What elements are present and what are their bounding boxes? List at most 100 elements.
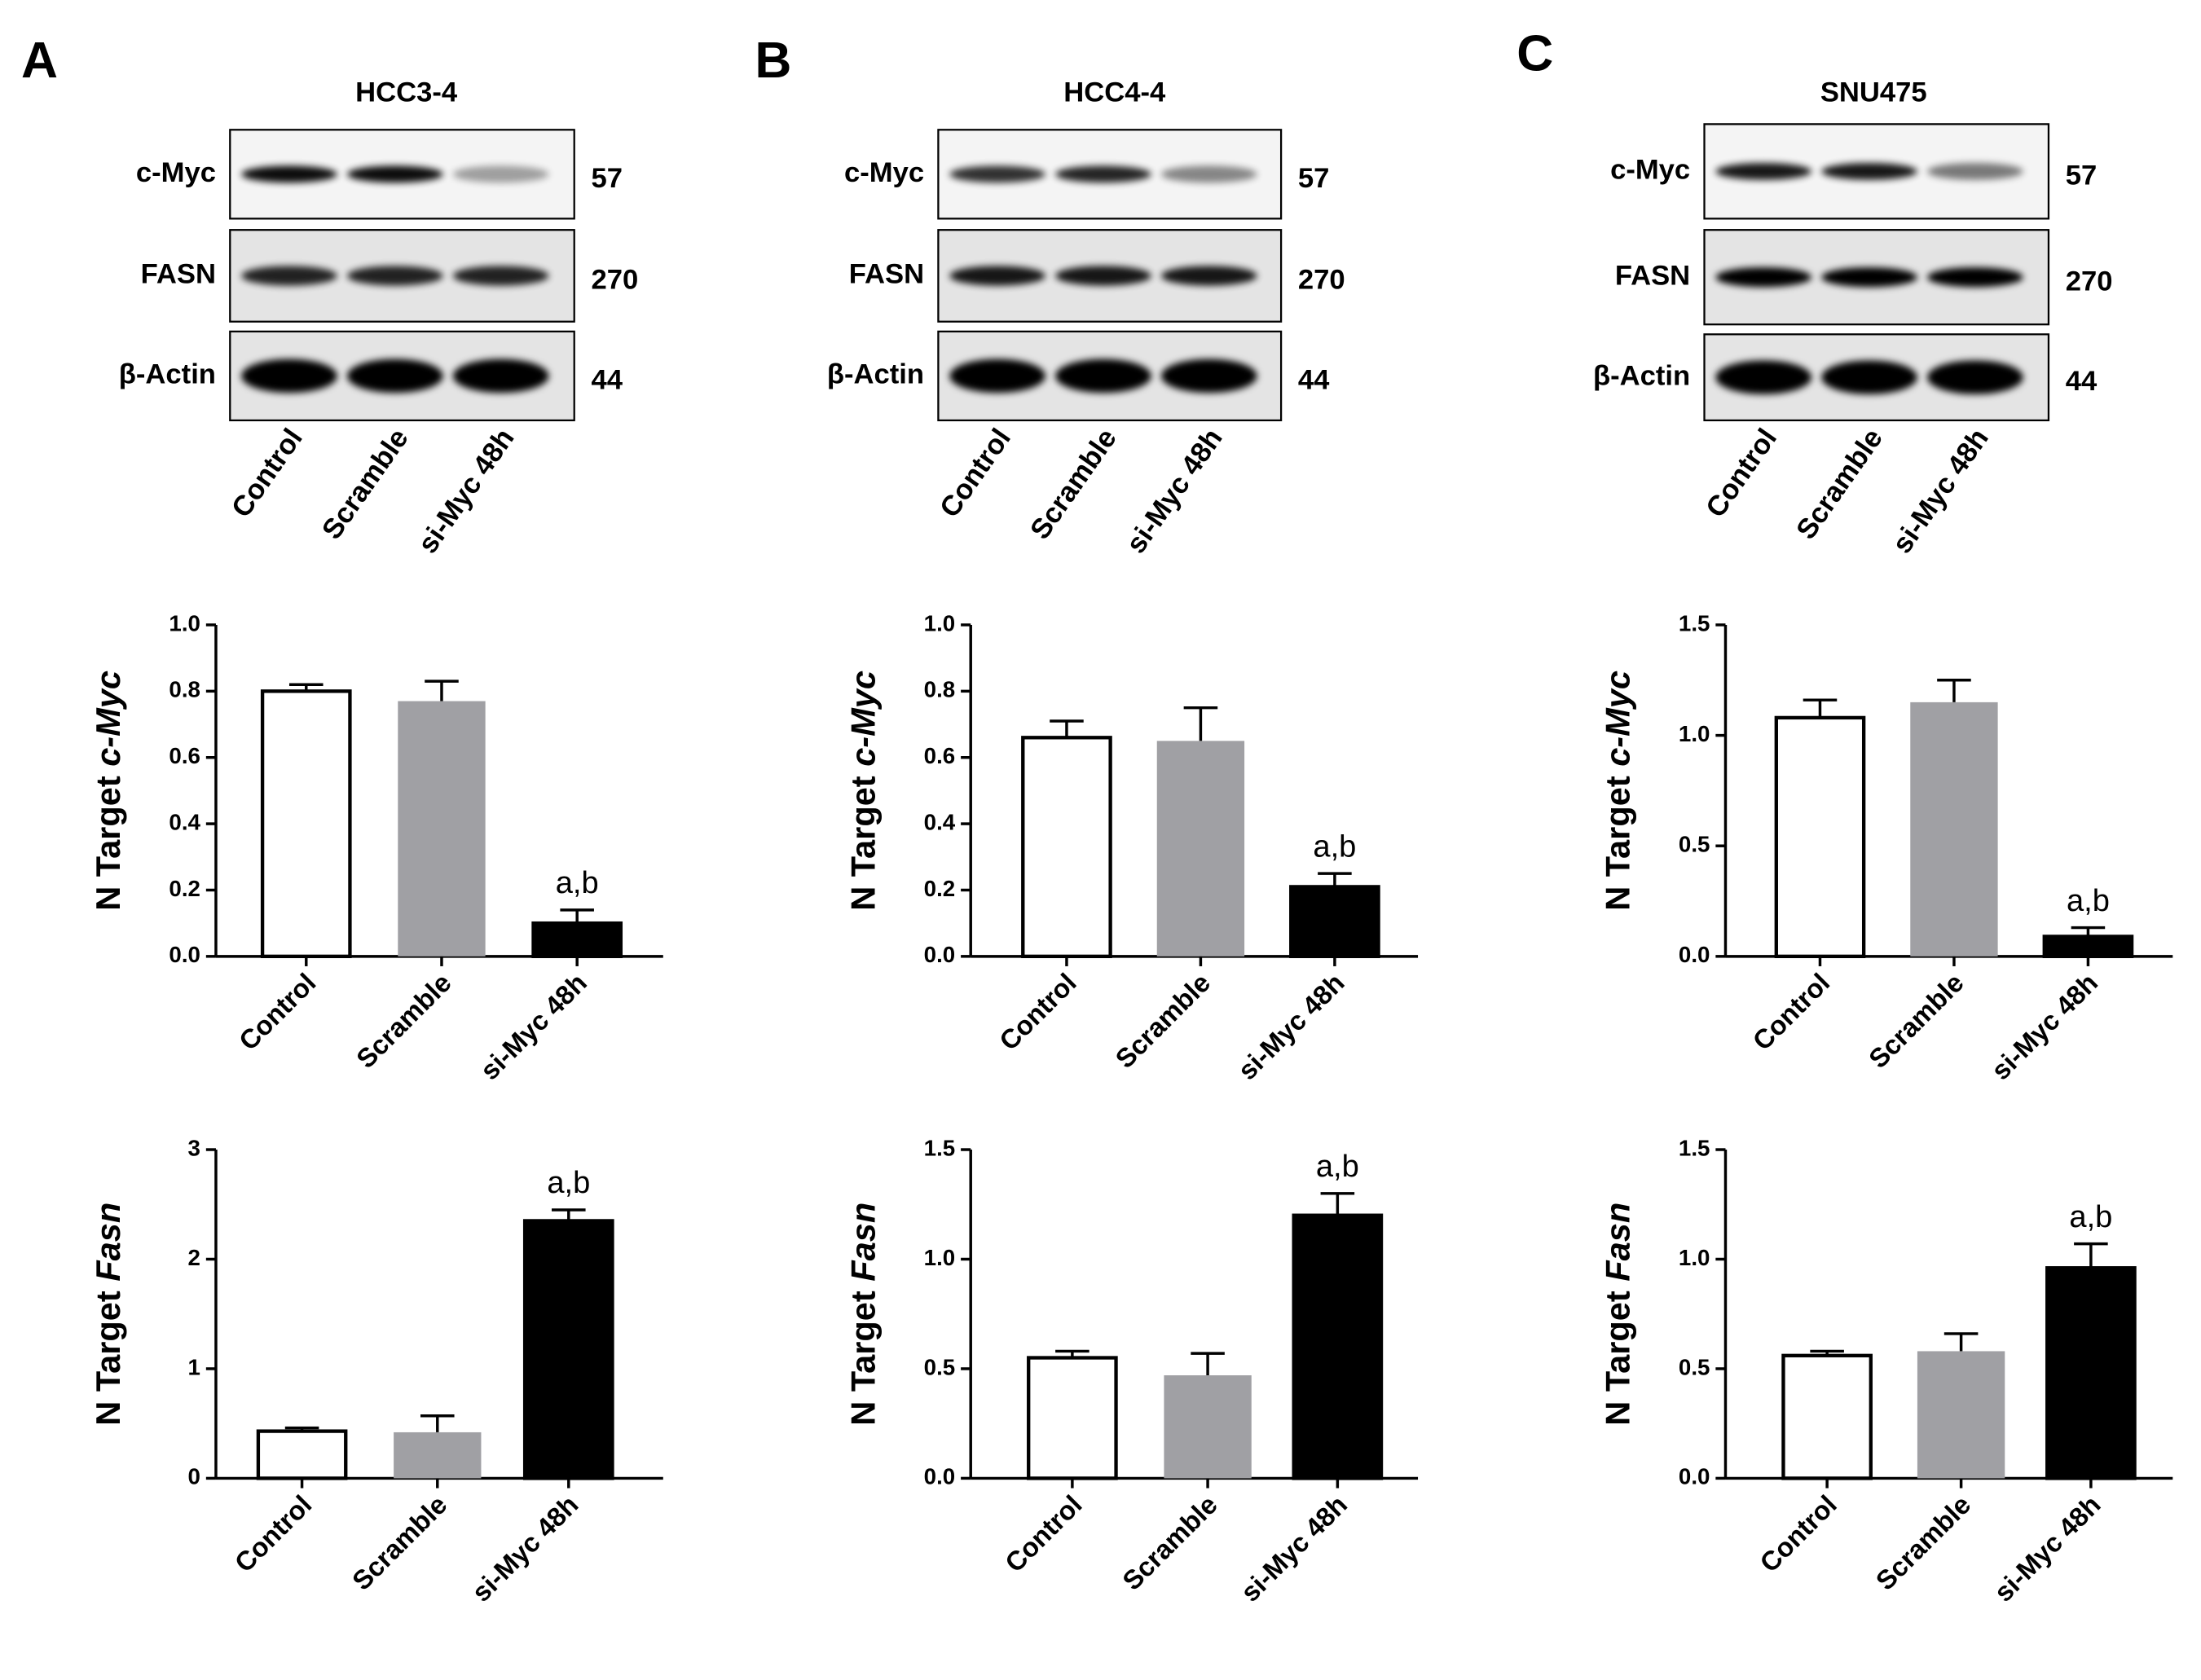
x-tick-label: si-Myc 48h [1988, 1489, 2106, 1607]
blot-band [346, 266, 443, 286]
blot-row-label: β-Actin [827, 359, 924, 390]
y-axis-label-gene: Fasn [843, 1203, 882, 1282]
y-tick-label: 0.4 [924, 809, 956, 834]
y-tick-label: 1.0 [1679, 1245, 1710, 1270]
blot-kda: 44 [591, 364, 623, 395]
x-tick-label: si-Myc 48h [1985, 967, 2103, 1085]
blot-band [1055, 358, 1151, 394]
y-axis-label-gene: Fasn [89, 1203, 127, 1282]
y-axis-label-gene: c-Myc [843, 671, 882, 767]
blot-band [1715, 360, 1812, 394]
blot-band [1821, 162, 1917, 180]
y-tick-label: 0.2 [924, 876, 955, 901]
bar [1289, 885, 1380, 958]
blot-kda: 270 [1298, 265, 1345, 296]
y-axis-label: N Target Fasn [843, 1203, 882, 1426]
bar [398, 701, 486, 957]
blot-band [241, 266, 337, 286]
blot-band [346, 358, 443, 394]
y-axis-label: N Target c-Myc [89, 671, 127, 911]
x-tick-label: Scramble [1870, 1489, 1977, 1596]
blot-kda: 57 [2066, 160, 2098, 191]
x-tick-label: Scramble [1863, 967, 1970, 1074]
lane-label: si-Myc 48h [1120, 424, 1229, 560]
y-axis-label-text: N Target [89, 1291, 127, 1426]
bar [531, 921, 623, 958]
x-tick-label: Scramble [346, 1489, 453, 1596]
bar [394, 1432, 482, 1479]
bar [1781, 1353, 1873, 1480]
annotation: a,b [2069, 1200, 2112, 1234]
y-tick-label: 3 [188, 1135, 200, 1160]
y-tick-label: 0.5 [924, 1354, 955, 1379]
blot-band [1927, 162, 2023, 180]
bar [1910, 701, 1998, 957]
x-tick-label: Scramble [1109, 967, 1216, 1074]
blot-title: SNU475 [1820, 77, 1927, 108]
blot-band [1055, 266, 1151, 286]
y-tick-label: 1.5 [1679, 610, 1710, 635]
x-tick-label: Control [1754, 1489, 1842, 1578]
blot-band [241, 358, 337, 394]
annotation: a,b [547, 1166, 590, 1200]
blot-row-label: c-Myc [844, 157, 924, 188]
y-tick-label: 1.0 [924, 1245, 955, 1270]
annotation: a,b [1316, 1150, 1359, 1184]
blot-row-label: FASN [849, 259, 924, 290]
blot-band [1715, 162, 1812, 180]
blot-kda: 270 [2066, 266, 2113, 297]
blot-title: HCC3-4 [355, 77, 458, 108]
bar [2042, 935, 2134, 958]
blot-band [1927, 267, 2023, 288]
bar [1917, 1351, 2005, 1479]
blot-kda: 44 [2066, 366, 2098, 397]
blot-row-label: β-Actin [119, 359, 216, 390]
y-tick-label: 0.5 [1679, 1354, 1710, 1379]
y-tick-label: 0.6 [169, 743, 200, 768]
y-tick-label: 0.4 [169, 809, 200, 834]
blot-kda: 44 [1298, 364, 1330, 395]
y-tick-label: 0 [188, 1464, 200, 1489]
bar [1164, 1375, 1252, 1479]
annotation: a,b [1313, 829, 1356, 864]
y-axis-label-gene: c-Myc [89, 671, 127, 767]
blot-kda: 57 [591, 163, 623, 194]
y-axis-label-text: N Target [89, 776, 127, 911]
blot-band [1160, 266, 1257, 286]
blot-kda: 57 [1298, 163, 1330, 194]
annotation: a,b [2067, 884, 2110, 918]
y-tick-label: 1.5 [924, 1135, 955, 1160]
bar [1027, 1356, 1118, 1480]
x-tick-label: Control [999, 1489, 1088, 1578]
y-tick-label: 0.0 [169, 942, 200, 967]
blot-row-label: FASN [1615, 260, 1690, 291]
blot-band [1160, 165, 1257, 183]
bar [1156, 741, 1245, 957]
bar [256, 1429, 348, 1480]
blot-row-label: c-Myc [1610, 154, 1690, 185]
bar [1292, 1213, 1384, 1480]
y-axis-label-text: N Target [843, 1291, 882, 1426]
lane-label: Scramble [1024, 424, 1123, 545]
blot-kda: 270 [591, 265, 638, 296]
x-tick-label: Control [229, 1489, 318, 1578]
blot-band [1160, 358, 1257, 394]
blot-title: HCC4-4 [1063, 77, 1166, 108]
y-axis-label-text: N Target [843, 776, 882, 911]
y-tick-label: 1.5 [1679, 1135, 1710, 1160]
y-axis-label: N Target c-Myc [1599, 671, 1637, 911]
x-tick-label: si-Myc 48h [1235, 1489, 1353, 1607]
x-tick-label: Control [1746, 967, 1835, 1056]
blot-band [452, 358, 549, 394]
y-axis-label-gene: c-Myc [1599, 671, 1637, 767]
lane-label: Scramble [1790, 424, 1889, 545]
bar [1021, 736, 1112, 958]
blot-band [1715, 267, 1812, 288]
y-tick-label: 1 [188, 1354, 200, 1379]
lane-label: Control [1700, 424, 1783, 524]
blot-band [1821, 360, 1917, 394]
panel-letter: B [755, 33, 791, 89]
y-tick-label: 0.2 [169, 876, 200, 901]
bar [1774, 715, 1866, 958]
x-tick-label: Scramble [350, 967, 457, 1074]
